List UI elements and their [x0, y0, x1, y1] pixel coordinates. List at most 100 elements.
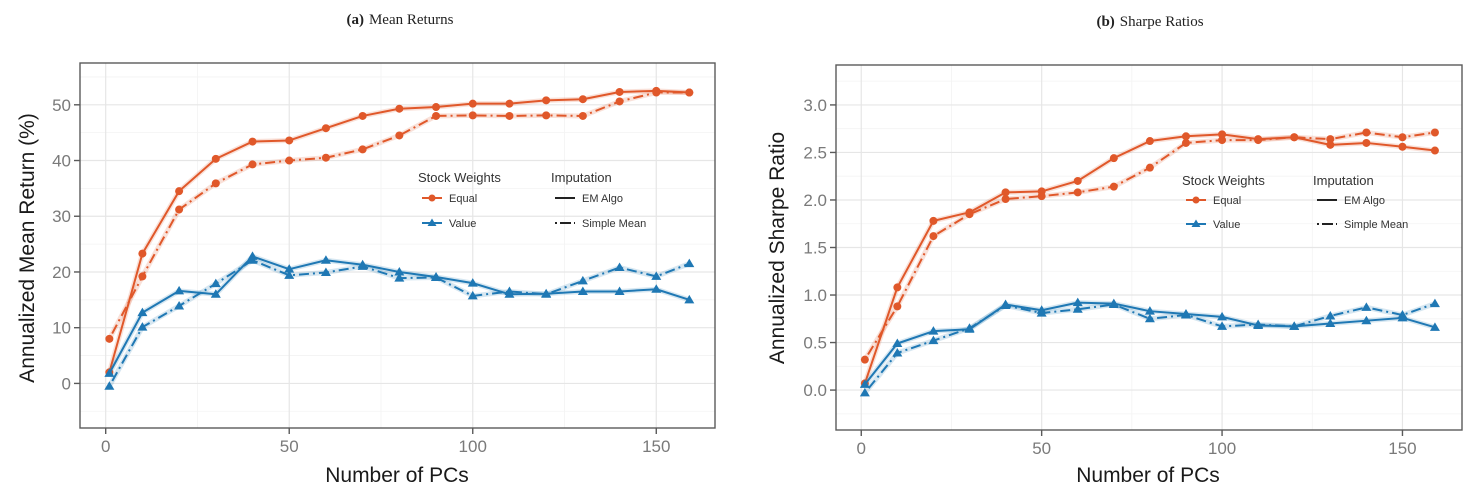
legend-item-em-algo: EM Algo: [555, 193, 623, 205]
series: [104, 86, 695, 390]
legend-value-label: Value: [1213, 219, 1240, 231]
y-tick-label: 3.0: [803, 96, 827, 115]
data-point-triangle: [174, 300, 185, 310]
legend-em-algo-label: EM Algo: [582, 193, 623, 205]
data-point-triangle: [357, 261, 368, 270]
data-point-circle: [1290, 133, 1299, 142]
data-point-triangle: [1217, 321, 1228, 330]
data-point-triangle: [964, 323, 975, 332]
data-point-triangle: [1429, 322, 1440, 331]
legend-imputation-title: Imputation: [551, 170, 612, 185]
data-point-circle: [1109, 154, 1118, 163]
data-point-triangle: [320, 267, 331, 277]
data-point-circle: [395, 131, 404, 140]
data-point-circle: [1218, 136, 1227, 145]
data-point-circle: [1181, 138, 1190, 147]
data-point-circle: [652, 88, 661, 97]
y-tick-label: 0.0: [803, 381, 827, 400]
y-axis-title: Annualized Sharpe Ratio: [766, 132, 789, 364]
data-point-triangle: [1072, 304, 1083, 313]
y-tick-label: 2.0: [803, 191, 827, 210]
y-tick-label: 0.5: [803, 334, 827, 353]
legend-weights-title: Stock Weights: [418, 170, 501, 185]
data-point-triangle: [1000, 300, 1011, 309]
data-point-circle: [468, 111, 477, 120]
legend-item-value: Value: [1186, 219, 1240, 231]
data-point-triangle: [210, 278, 221, 288]
data-point-triangle: [892, 338, 903, 348]
legend-em-algo-label: EM Algo: [1344, 195, 1385, 207]
data-point-circle: [1001, 188, 1010, 197]
x-tick-label: 100: [459, 437, 487, 456]
data-point-triangle: [651, 271, 662, 280]
data-point-triangle: [137, 307, 148, 317]
data-point-circle: [1145, 137, 1154, 146]
data-point-triangle: [928, 335, 939, 345]
data-point-triangle: [684, 258, 695, 268]
data-point-triangle: [1429, 298, 1440, 308]
data-point-circle: [248, 137, 257, 146]
data-point-circle: [1430, 146, 1439, 155]
data-point-triangle: [394, 273, 405, 282]
data-point-triangle: [247, 255, 258, 264]
data-point-circle: [1109, 182, 1118, 191]
y-tick-label: 1.5: [803, 239, 827, 258]
data-point-circle: [893, 302, 902, 311]
data-point-triangle: [104, 368, 115, 377]
legend-item-em-algo: EM Algo: [1317, 195, 1385, 207]
x-tick-label: 50: [1032, 439, 1051, 458]
axes: 0 50 100 150 0.0 0.5 1.0 1.5 2.0 2.5 3.0: [803, 64, 1463, 458]
data-point-triangle: [1144, 313, 1155, 323]
y-tick-label: 30: [52, 207, 71, 226]
series-value-simple: [104, 255, 695, 390]
series-equal-simple: [105, 88, 694, 343]
data-point-circle: [965, 210, 974, 219]
data-point-triangle: [577, 286, 588, 295]
data-point-circle: [578, 95, 587, 104]
data-point-circle: [1145, 163, 1154, 172]
legend: Stock Weights Imputation Equal Value EM …: [1182, 173, 1408, 231]
data-point-triangle: [284, 264, 295, 273]
data-point-circle: [1218, 130, 1227, 139]
legend-item-equal: Equal: [1186, 195, 1241, 207]
panel-sharpe-ratios: (b) Sharpe Ratios Number of PCs Annualize…: [766, 14, 1463, 487]
series: [859, 128, 1440, 397]
series-halo: [862, 131, 1436, 385]
data-point-triangle: [504, 286, 515, 295]
panel-title-mean-returns: (a) Mean Returns: [346, 12, 453, 28]
data-point-triangle: [1180, 309, 1191, 319]
data-point-triangle: [892, 348, 903, 357]
data-point-triangle: [467, 278, 478, 287]
series-line: [864, 302, 1436, 394]
data-point-circle: [1073, 176, 1082, 185]
plot-border: [79, 62, 716, 429]
data-point-circle: [138, 272, 147, 281]
data-point-circle: [358, 145, 367, 154]
series-line: [863, 133, 1436, 384]
legend-item-simple-mean: Simple Mean: [1317, 219, 1408, 231]
data-point-triangle: [651, 284, 662, 293]
data-point-triangle: [394, 266, 405, 276]
x-tick-label: 0: [857, 439, 866, 458]
data-point-circle: [685, 88, 694, 97]
data-point-circle: [285, 156, 294, 165]
legend-imputation-title: Imputation: [1313, 173, 1374, 188]
data-point-triangle: [467, 290, 478, 300]
y-tick-label: 50: [52, 96, 71, 115]
data-point-circle: [105, 334, 114, 343]
x-tick-label: 100: [1208, 439, 1236, 458]
data-point-circle: [1430, 128, 1439, 137]
data-point-circle: [1362, 138, 1371, 147]
data-point-triangle: [1036, 308, 1047, 317]
legend-equal-label: Equal: [449, 193, 477, 205]
data-point-circle: [432, 111, 441, 120]
data-point-circle: [1254, 136, 1263, 145]
y-tick-label: 40: [52, 152, 71, 171]
legend-simple-mean-label: Simple Mean: [582, 218, 646, 230]
data-point-circle: [542, 111, 551, 120]
data-point-circle: [285, 136, 294, 145]
y-tick-label: 1.0: [803, 286, 827, 305]
x-tick-label: 50: [280, 437, 299, 456]
legend-simple-mean-label: Simple Mean: [1344, 219, 1408, 231]
